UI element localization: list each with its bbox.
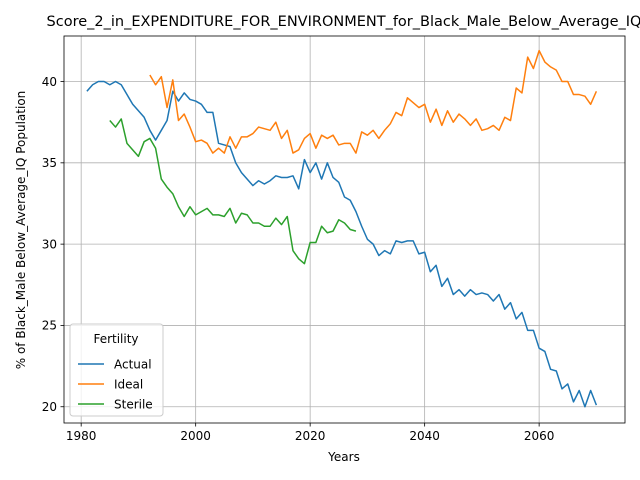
- y-axis-ticks: 20 25 30 35 40: [42, 75, 64, 414]
- series-layer: [86, 49, 598, 408]
- grid-lines: [64, 36, 625, 423]
- legend: Fertility Actual Ideal Sterile: [69, 323, 164, 417]
- y-axis-label: % of Black_Male Below_Average_IQ Populat…: [14, 91, 28, 370]
- legend-label-ideal: Ideal: [114, 377, 143, 391]
- series-line-actual: [86, 80, 598, 408]
- legend-box: [69, 323, 164, 417]
- legend-label-actual: Actual: [114, 357, 152, 371]
- x-tick-label: 2040: [409, 429, 440, 443]
- chart-title: Score_2_in_EXPENDITURE_FOR_ENVIRONMENT_f…: [47, 14, 640, 30]
- x-axis-label: Years: [327, 450, 360, 464]
- x-axis-ticks: 1980 2000 2020 2040 2060: [66, 423, 555, 443]
- x-tick-label: 2060: [524, 429, 555, 443]
- y-tick-label: 40: [42, 75, 57, 89]
- y-tick-label: 20: [42, 400, 57, 414]
- x-tick-label: 1980: [66, 429, 97, 443]
- x-tick-label: 2020: [295, 429, 326, 443]
- legend-entries: Actual Ideal Sterile: [78, 357, 153, 411]
- legend-label-sterile: Sterile: [114, 397, 153, 411]
- y-tick-label: 30: [42, 237, 57, 251]
- x-tick-label: 2000: [180, 429, 211, 443]
- plot-frame: [63, 35, 626, 424]
- y-tick-label: 25: [42, 319, 57, 333]
- y-tick-label: 35: [42, 156, 57, 170]
- series-line-sterile: [109, 118, 357, 265]
- series-line-ideal: [149, 49, 598, 154]
- legend-title: Fertility: [93, 332, 138, 346]
